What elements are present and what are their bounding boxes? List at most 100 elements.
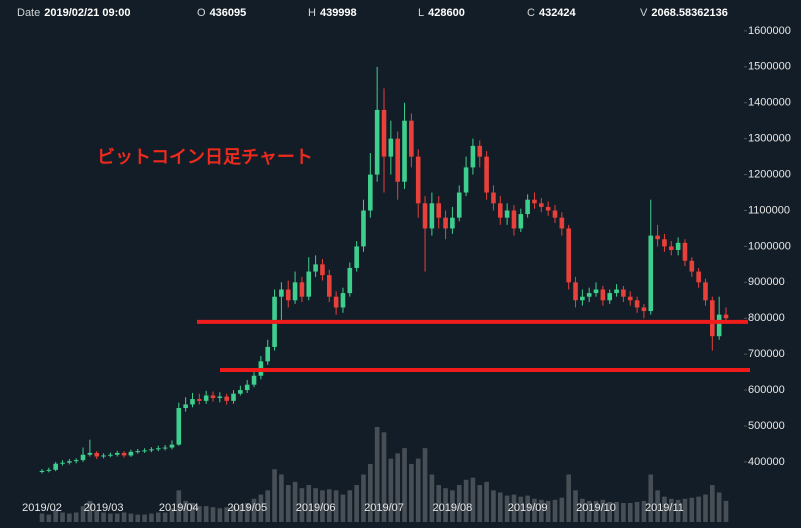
volume-bar — [655, 490, 660, 522]
volume-bar — [402, 448, 407, 522]
candle-body — [39, 470, 45, 472]
volume-bar — [703, 494, 708, 522]
candle-body — [443, 217, 448, 229]
candle-body — [306, 271, 312, 297]
candle-body — [723, 314, 729, 319]
candle-body — [265, 346, 271, 362]
y-tick-label: 1600000 — [748, 25, 791, 37]
x-tick-label: 2019/07 — [364, 502, 404, 514]
volume-bar — [682, 498, 688, 522]
candle-body — [559, 217, 565, 229]
candle-body — [381, 109, 387, 157]
candle-body — [128, 451, 134, 456]
volume-bar — [285, 485, 291, 522]
candle-body — [525, 199, 530, 215]
candle-body — [703, 282, 708, 301]
volume-bar — [388, 458, 394, 522]
volume-bar — [532, 498, 537, 522]
volume-bar — [415, 458, 421, 522]
candle-body — [114, 452, 120, 455]
y-tick-label: 1100000 — [748, 204, 790, 216]
volume-bar — [436, 485, 442, 522]
volume-bar — [525, 495, 530, 522]
candle-body — [539, 203, 544, 207]
volume-bar — [94, 510, 100, 522]
candle-body — [121, 452, 127, 456]
candle-body — [573, 282, 578, 301]
x-tick-label: 2019/05 — [227, 502, 267, 514]
candle-body — [497, 203, 503, 218]
volume-bar — [573, 490, 578, 522]
volume-bar — [169, 508, 175, 522]
candle-body — [463, 167, 469, 193]
volume-bar — [238, 505, 243, 522]
candle-body — [67, 461, 72, 463]
info-label: O — [197, 7, 206, 19]
volume-bar — [272, 469, 277, 522]
volume-bar — [210, 507, 216, 522]
volume-bar — [354, 485, 359, 522]
candle-body — [580, 296, 585, 301]
candle-body — [491, 192, 496, 204]
candle-body — [668, 246, 674, 250]
candle-body — [409, 120, 414, 157]
candle-body — [162, 447, 168, 449]
volume-bar — [203, 506, 209, 522]
candle-body — [716, 314, 722, 337]
candle-body — [155, 448, 161, 450]
volume-bar — [518, 496, 524, 522]
volume-bar — [333, 490, 339, 522]
candle-body — [176, 408, 182, 445]
volume-bar — [46, 514, 52, 522]
volume-bar — [552, 499, 558, 522]
candle-body — [135, 451, 141, 453]
candle-body — [429, 203, 435, 229]
volume-bar — [580, 498, 585, 522]
candle-body — [477, 145, 483, 157]
volume-bar — [149, 513, 154, 522]
volume-bar — [39, 513, 45, 522]
candle-body — [197, 399, 202, 401]
candle-body — [101, 455, 106, 457]
candle-body — [532, 199, 537, 204]
info-value: 432424 — [539, 7, 577, 19]
volume-bar — [662, 496, 667, 522]
candle-body — [292, 282, 298, 301]
volume-bar — [511, 494, 517, 522]
candle-body — [149, 449, 154, 451]
volume-bar — [326, 489, 332, 522]
volume-bar — [409, 463, 414, 522]
volume-bar — [53, 509, 58, 522]
candle-body — [689, 260, 695, 272]
volume-bar — [593, 500, 599, 522]
candle-body — [607, 293, 613, 301]
volume-bar — [142, 514, 147, 522]
volume-bar — [545, 500, 551, 522]
volume-bar — [121, 512, 127, 522]
volume-bar — [101, 512, 106, 522]
info-value: 2068.58362136 — [651, 7, 727, 19]
x-tick-label: 2019/03 — [84, 502, 124, 514]
volume-bar — [162, 512, 168, 522]
volume-bar — [258, 494, 264, 522]
candle-body — [251, 375, 257, 385]
info-label: H — [308, 7, 316, 19]
volume-bar — [340, 494, 346, 522]
candle-body — [224, 396, 229, 401]
info-label: C — [527, 7, 535, 19]
candle-body — [320, 264, 325, 276]
candle-body — [183, 404, 188, 409]
candle-body — [456, 192, 462, 218]
volume-bar — [183, 500, 188, 522]
volume-bar — [251, 498, 257, 522]
candle-body — [545, 206, 551, 211]
candle-body — [190, 399, 195, 405]
volume-bar — [67, 513, 72, 522]
candle-body — [402, 120, 407, 182]
y-tick-label: 600000 — [748, 384, 785, 396]
volume-bar — [648, 474, 654, 522]
volume-bar — [559, 497, 565, 522]
volume-bar — [491, 490, 496, 522]
volume-bar — [128, 513, 134, 522]
volume-bar — [224, 507, 229, 522]
